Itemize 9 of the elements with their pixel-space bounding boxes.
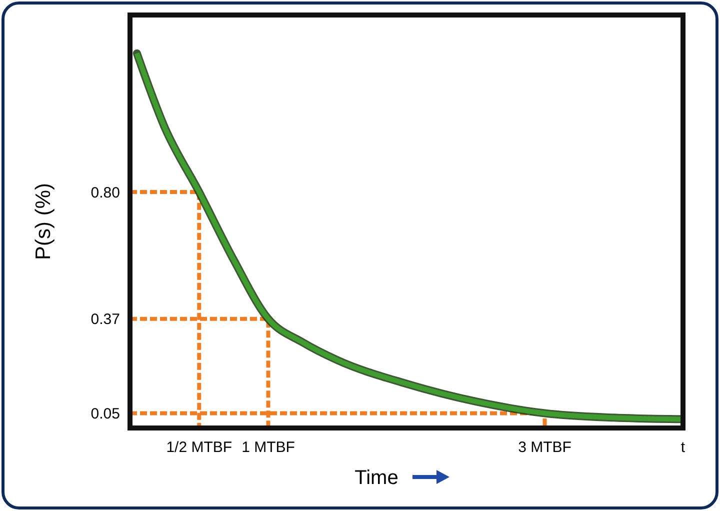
y-tick-label: 0.80 bbox=[90, 184, 120, 202]
x-tick-label: 3 MTBF bbox=[518, 439, 572, 456]
y-axis-title: P(s) (%) bbox=[32, 183, 55, 260]
y-tick-label: 0.05 bbox=[90, 406, 120, 422]
x-tick-label: t bbox=[680, 439, 686, 456]
x-tick-label: 1/2 MTBF bbox=[166, 439, 232, 456]
x-axis-title: Time bbox=[354, 467, 398, 489]
x-tick-label: 1 MTBF bbox=[242, 439, 295, 456]
y-tick-label: 0.37 bbox=[90, 311, 120, 328]
